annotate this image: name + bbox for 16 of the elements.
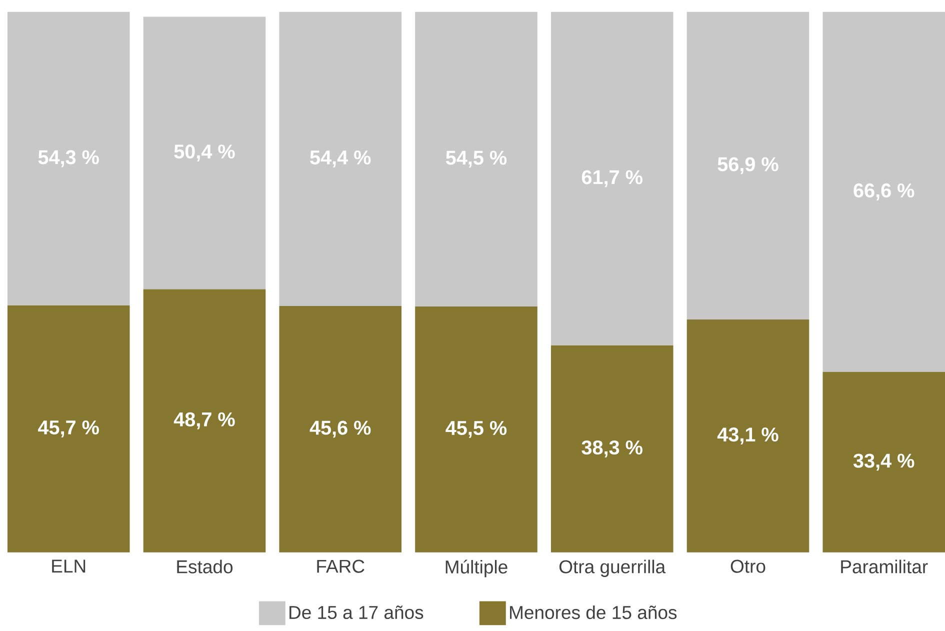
x-tick-label: Otra guerrilla [559, 560, 666, 578]
x-tick-label: FARC [317, 560, 364, 573]
legend-label: De 15 a 17 años [290, 606, 424, 620]
x-tick-label: Múltiple [446, 560, 508, 578]
data-label: 43,1 % [717, 428, 778, 445]
x-tick-label: Otro [730, 560, 766, 573]
data-label: 48,7 % [174, 412, 235, 430]
x-tick-label: ELN [52, 560, 86, 573]
data-label: 45,6 % [310, 420, 371, 438]
data-label: 33,4 % [853, 454, 914, 471]
data-label: 38,3 % [582, 440, 642, 458]
data-label: 45,7 % [38, 420, 99, 438]
data-label: 45,5 % [446, 421, 507, 438]
x-tick-label: Estado [177, 560, 233, 574]
x-tick-label: Paramilitar [841, 560, 928, 574]
legend-label: Menores de 15 años [510, 606, 677, 620]
